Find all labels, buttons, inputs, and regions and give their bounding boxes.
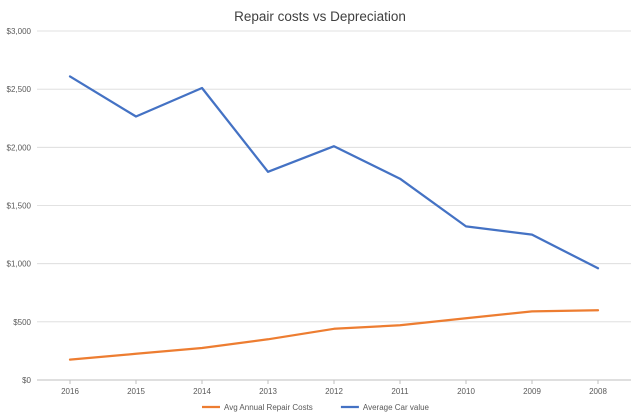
x-tick-label: 2013 (259, 387, 277, 396)
series-line-0 (68, 309, 600, 361)
y-tick-label: $500 (13, 318, 31, 327)
legend-label-0: Avg Annual Repair Costs (224, 403, 313, 412)
y-tick-label: $0 (22, 376, 31, 385)
series-line-1 (68, 75, 600, 270)
axes: $0 $500 $1,000 $1,500 $2,000 $2,500 $3,000 2016… (7, 27, 631, 396)
x-tick-label: 2010 (457, 387, 475, 396)
y-tick-label: $1,500 (7, 202, 32, 211)
x-tick-label: 2014 (193, 387, 211, 396)
x-tick-label: 2015 (127, 387, 145, 396)
x-tick-label: 2011 (391, 387, 409, 396)
y-tick-label: $3,000 (7, 27, 32, 36)
y-tick-label: $2,500 (7, 85, 32, 94)
y-tick-label: $2,000 (7, 143, 32, 152)
x-tick-label: 2008 (589, 387, 607, 396)
y-tick-label: $1,000 (7, 260, 32, 269)
legend: Avg Annual Repair Costs Average Car value (202, 403, 430, 412)
legend-label-1: Average Car value (363, 403, 430, 412)
x-tick-label: 2009 (523, 387, 541, 396)
x-tick-label: 2016 (61, 387, 79, 396)
gridlines (37, 30, 631, 323)
chart-title: Repair costs vs Depreciation (234, 9, 406, 24)
series-lines (68, 75, 600, 361)
x-tick-label: 2012 (325, 387, 343, 396)
